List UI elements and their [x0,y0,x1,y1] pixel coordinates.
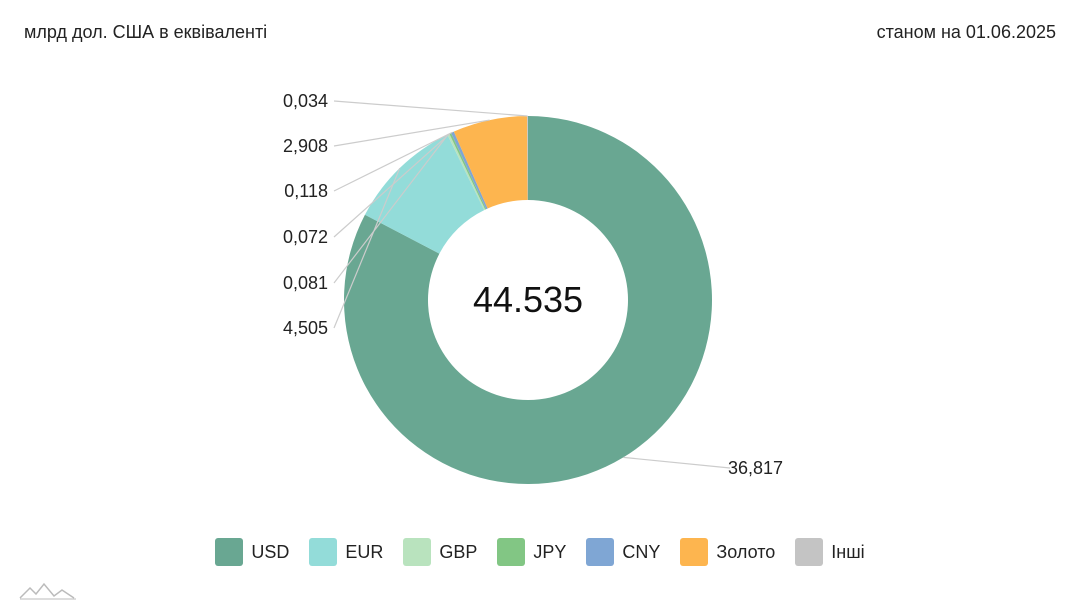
center-total-label: 44.535 [473,279,583,320]
legend-swatch [497,538,526,566]
mountain-logo-icon [19,582,76,600]
leader-line [333,100,528,117]
slice-eur [364,134,485,254]
slice-cny [451,131,488,210]
legend-label: JPY [533,541,567,562]
legend-label: CNY [622,541,661,562]
leader-line [333,119,490,147]
leader-line [333,167,401,329]
legend-label: Золото [716,541,776,562]
legend-item[interactable]: EUR [309,538,383,566]
chart-legend: USD EUR GBP JPY CNY Золото Інші [0,538,1080,566]
legend-label: Інші [831,541,865,562]
legend-swatch [795,538,824,566]
legend-label: GBP [439,541,478,562]
legend-swatch [309,538,338,566]
data-label: 0,081 [283,273,328,293]
legend-swatch [586,538,615,566]
data-label: 0,034 [283,91,328,111]
unit-label: млрд дол. США в еквіваленті [24,22,268,42]
data-label: 0,118 [284,181,328,201]
legend-item[interactable]: CNY [586,538,660,566]
leader-line [623,456,731,469]
legend-swatch [403,538,432,566]
legend-label: USD [251,541,290,562]
slice-gbp [447,133,486,211]
date-label: станом на 01.06.2025 [876,22,1056,42]
leader-line [333,133,449,284]
data-label: 2,908 [283,136,328,156]
slice-jpy [449,132,487,210]
leader-line [333,132,451,238]
legend-item[interactable]: USD [215,538,289,566]
legend-item[interactable]: Золото [680,538,775,566]
legend-item[interactable]: Інші [795,538,865,566]
legend-swatch [680,538,709,566]
slice-usd [344,116,712,484]
slice-gold [453,116,528,209]
legend-label: EUR [345,541,384,562]
data-label: 36,817 [728,458,783,478]
data-label: 4,505 [283,318,328,338]
data-label: 0,072 [283,227,328,247]
donut-chart: 36,817 4,505 0,081 0,072 0,118 2,908 0,034 44.5… [283,91,783,484]
slice-other [527,116,528,201]
legend-item[interactable]: JPY [497,538,566,566]
legend-item[interactable]: GBP [403,538,477,566]
legend-swatch [215,538,244,566]
leader-line [333,131,453,192]
